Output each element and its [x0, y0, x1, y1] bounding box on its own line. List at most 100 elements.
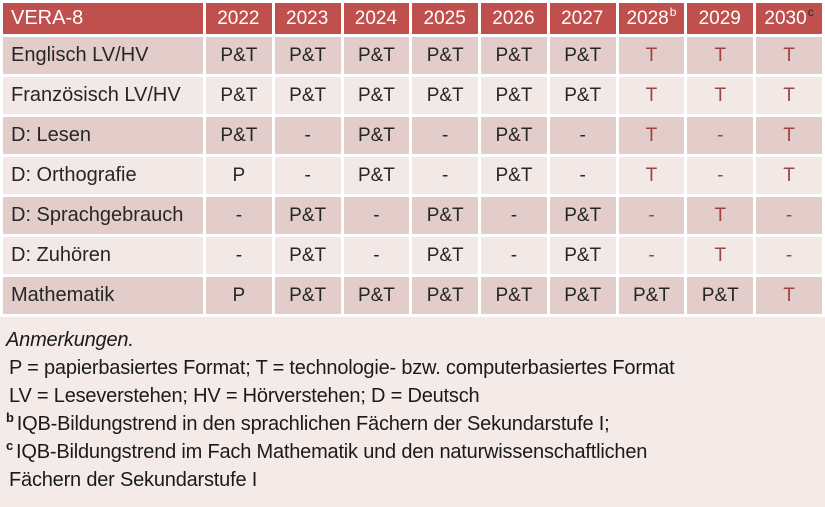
- cell: -: [412, 157, 479, 194]
- cell: P&T: [687, 277, 754, 314]
- cell: P&T: [343, 37, 410, 74]
- year-header-2025: 2025: [412, 3, 479, 34]
- cell: P&T: [274, 277, 341, 314]
- row-label: D: Sprachgebrauch: [3, 197, 203, 234]
- cell: P&T: [412, 277, 479, 314]
- cell: P&T: [549, 37, 616, 74]
- year-header-2028: 2028b: [618, 3, 685, 34]
- row-label: Englisch LV/HV: [3, 37, 203, 74]
- year-header-2023: 2023: [274, 3, 341, 34]
- cell: T: [687, 197, 754, 234]
- row-label: Französisch LV/HV: [3, 77, 203, 114]
- table-row-orthografie: D: Orthografie P - P&T - P&T - T - T: [3, 157, 822, 194]
- cell: T: [618, 157, 685, 194]
- cell: T: [756, 157, 822, 194]
- cell: -: [274, 157, 341, 194]
- year-header-2029: 2029: [687, 3, 754, 34]
- table-row-sprachgebrauch: D: Sprachgebrauch - P&T - P&T - P&T - T …: [3, 197, 822, 234]
- table-header-row: VERA-8 2022 2023 2024 2025 2026 2027 202…: [3, 3, 822, 34]
- cell: T: [756, 77, 822, 114]
- cell: P&T: [549, 237, 616, 274]
- cell: -: [687, 157, 754, 194]
- cell: -: [481, 237, 547, 274]
- cell: T: [756, 117, 822, 154]
- note-line-footnote-b: b IQB-Bildungstrend in den sprachlichen F…: [6, 410, 610, 435]
- cell: T: [756, 277, 822, 314]
- cell: P&T: [481, 157, 547, 194]
- cell: P&T: [206, 117, 272, 154]
- note-line-footnote-c-continued: Fächern der Sekundarstufe I: [9, 469, 258, 491]
- table-row-zuhoeren: D: Zuhören - P&T - P&T - P&T - T -: [3, 237, 822, 274]
- cell: T: [618, 37, 685, 74]
- year-header-2027: 2027: [549, 3, 616, 34]
- table-row-mathematik: Mathematik P P&T P&T P&T P&T P&T P&T P&T…: [3, 277, 822, 314]
- cell: T: [687, 77, 754, 114]
- cell: -: [481, 197, 547, 234]
- table-row-lesen: D: Lesen P&T - P&T - P&T - T - T: [3, 117, 822, 154]
- cell: T: [618, 77, 685, 114]
- cell: -: [549, 117, 616, 154]
- cell: -: [756, 197, 822, 234]
- cell: -: [343, 237, 410, 274]
- cell: T: [618, 117, 685, 154]
- cell: P&T: [412, 197, 479, 234]
- cell: P&T: [343, 77, 410, 114]
- cell: P&T: [412, 37, 479, 74]
- year-header-2026: 2026: [481, 3, 547, 34]
- cell: -: [206, 197, 272, 234]
- cell: P&T: [549, 277, 616, 314]
- cell: -: [206, 237, 272, 274]
- cell: P&T: [274, 77, 341, 114]
- table-row-franzoesisch: Französisch LV/HV P&T P&T P&T P&T P&T P&…: [3, 77, 822, 114]
- cell: P&T: [481, 277, 547, 314]
- notes-block: Anmerkungen. P = papierbasiertes Format;…: [0, 317, 825, 494]
- cell: P&T: [274, 237, 341, 274]
- cell: -: [618, 197, 685, 234]
- row-label: Mathematik: [3, 277, 203, 314]
- cell: P&T: [481, 117, 547, 154]
- year-header-2022: 2022: [206, 3, 272, 34]
- cell: P&T: [549, 77, 616, 114]
- cell: T: [756, 37, 822, 74]
- cell: -: [274, 117, 341, 154]
- cell: P&T: [481, 37, 547, 74]
- footnote-b-marker: b: [669, 5, 677, 20]
- cell: -: [412, 117, 479, 154]
- row-label: D: Lesen: [3, 117, 203, 154]
- footnote-c-marker: c: [6, 438, 14, 454]
- note-line-abbreviations: LV = Leseverstehen; HV = Hörverstehen; D…: [9, 385, 480, 407]
- footnote-c-marker: c: [807, 5, 814, 20]
- cell: P: [206, 277, 272, 314]
- cell: P&T: [206, 77, 272, 114]
- cell: -: [756, 237, 822, 274]
- cell: P&T: [206, 37, 272, 74]
- cell: P&T: [412, 237, 479, 274]
- cell: P&T: [549, 197, 616, 234]
- cell: T: [687, 237, 754, 274]
- cell: P&T: [618, 277, 685, 314]
- cell: P: [206, 157, 272, 194]
- table-title: VERA-8: [3, 3, 203, 34]
- vera8-table: VERA-8 2022 2023 2024 2025 2026 2027 202…: [0, 0, 825, 317]
- row-label: D: Zuhören: [3, 237, 203, 274]
- cell: P&T: [343, 277, 410, 314]
- note-line-formats: P = papierbasiertes Format; T = technolo…: [9, 357, 675, 379]
- cell: P&T: [343, 157, 410, 194]
- note-line-footnote-c: c IQB-Bildungstrend im Fach Mathematik un…: [6, 438, 648, 463]
- footnote-b-marker: b: [6, 410, 14, 426]
- year-header-2030: 2030c: [756, 3, 822, 34]
- cell: P&T: [343, 117, 410, 154]
- cell: -: [343, 197, 410, 234]
- cell: -: [687, 117, 754, 154]
- cell: -: [549, 157, 616, 194]
- cell: T: [687, 37, 754, 74]
- cell: P&T: [412, 77, 479, 114]
- notes-heading: Anmerkungen.: [6, 329, 134, 351]
- cell: P&T: [274, 197, 341, 234]
- row-label: D: Orthografie: [3, 157, 203, 194]
- cell: P&T: [274, 37, 341, 74]
- table-row-englisch: Englisch LV/HV P&T P&T P&T P&T P&T P&T T…: [3, 37, 822, 74]
- year-header-2024: 2024: [343, 3, 410, 34]
- cell: P&T: [481, 77, 547, 114]
